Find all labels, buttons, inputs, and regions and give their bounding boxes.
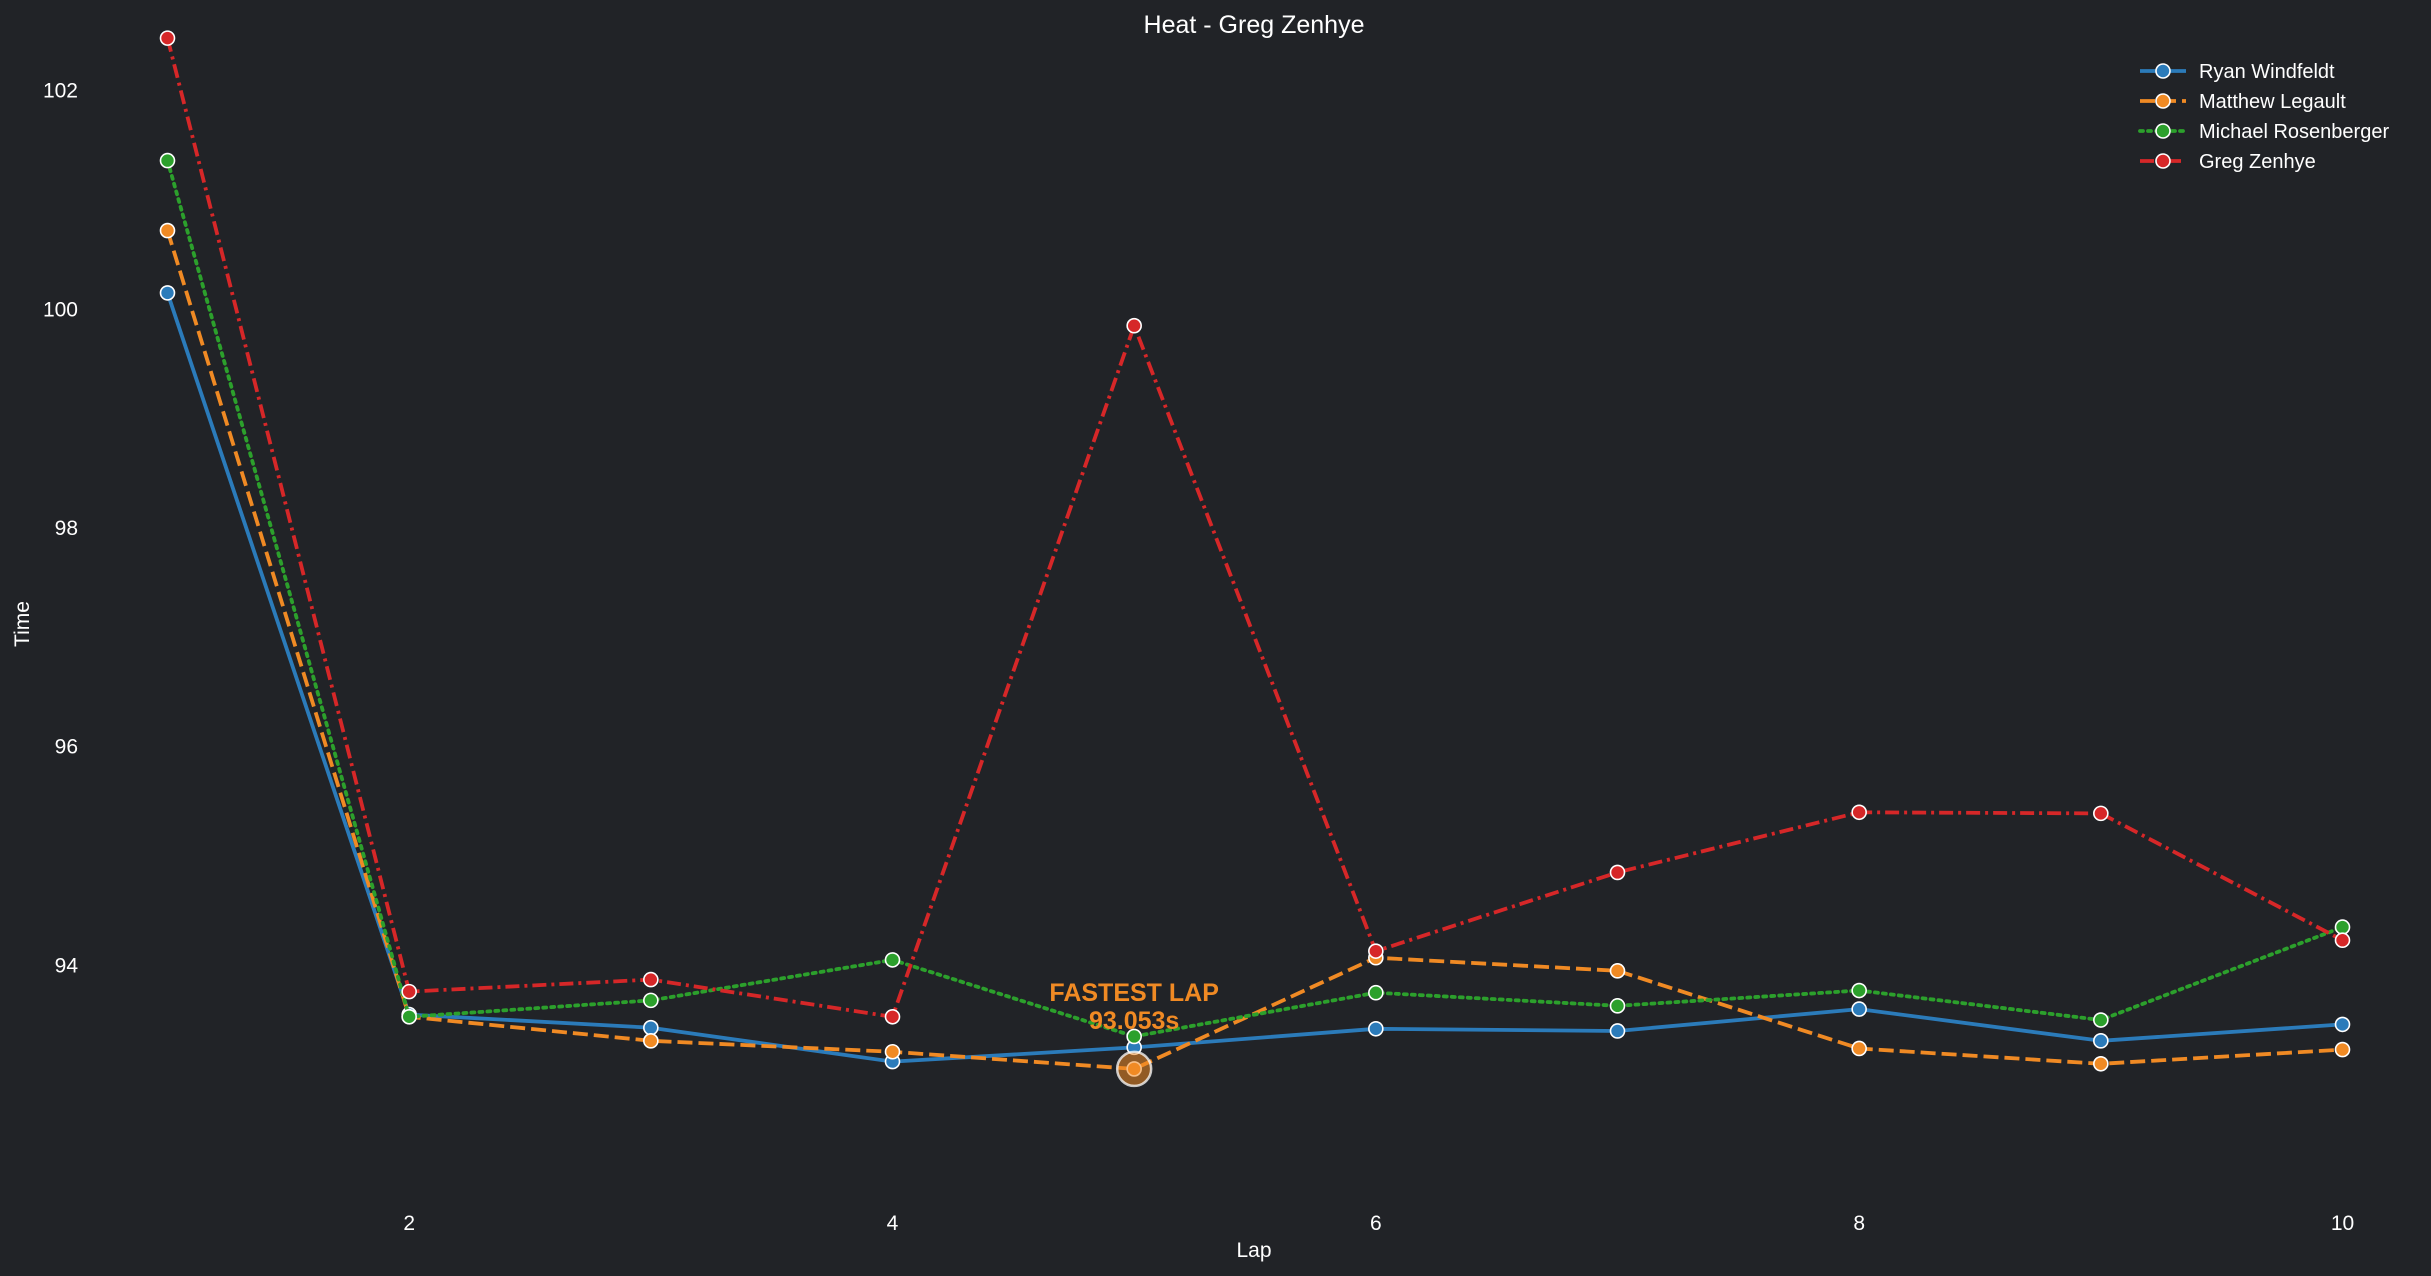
y-tick-label: 98 [55,517,78,540]
series-2 [159,152,2351,1045]
data-point [1851,804,1867,821]
y-tick-label: 100 [43,298,78,321]
data-point [884,1008,901,1025]
data-point [1609,1023,1626,1039]
data-point [2334,1041,2351,1058]
legend-marker [2155,93,2171,109]
y-axis-title: Time [11,601,34,647]
legend-marker [2155,123,2171,139]
data-point [643,1019,659,1036]
x-tick-label: 4 [887,1212,899,1235]
x-tick-label: 8 [1853,1212,1865,1235]
legend: Ryan Windfeldt Matthew Legault Michael Ros… [2138,61,2389,173]
x-tick-label: 2 [403,1212,415,1235]
series-3 [159,30,2351,1025]
data-point [2334,919,2351,935]
data-point [2334,1016,2351,1033]
data-point [1609,864,1626,881]
y-tick-label: 96 [55,736,78,759]
legend-label: Ryan Windfeldt [2199,61,2335,83]
legend-marker [2155,63,2171,79]
data-point [643,1033,659,1049]
data-point [1851,982,1867,999]
data-point [1609,963,1626,979]
legend-label: Greg Zenhye [2199,151,2316,173]
data-point [2334,932,2351,949]
legend-item: Michael Rosenberger [2138,121,2389,143]
fastest-lap-label: FASTEST LAP [1049,979,1218,1007]
data-point [1609,998,1626,1014]
legend-label: Matthew Legault [2199,91,2346,113]
data-point [1126,317,1142,334]
legend-item: Greg Zenhye [2140,151,2316,173]
data-point [1851,1001,1867,1017]
series-line [165,158,2345,1039]
x-tick-label: 10 [2331,1212,2354,1235]
data-point [2093,1033,2109,1049]
data-point [643,992,659,1009]
series-line [165,37,2344,1019]
x-axis-title: Lap [1236,1239,1271,1262]
y-tick-labels: 94 96 98 100 102 [43,80,78,978]
data-point [1851,1040,1867,1057]
y-tick-label: 94 [55,954,79,977]
data-point [401,983,417,1000]
x-tick-labels: 2 4 6 8 10 [403,1212,2354,1235]
y-tick-label: 102 [43,80,78,103]
legend-label: Michael Rosenberger [2199,121,2389,143]
data-point [884,952,901,968]
data-point [401,1008,417,1025]
fastest-lap-time: 93.053s [1089,1007,1179,1035]
data-point [1126,1028,1142,1045]
legend-item: Matthew Legault [2140,91,2346,113]
data-point [2093,1012,2109,1028]
data-point [1368,984,1384,1001]
fastest-lap-marker [1115,1050,1153,1088]
x-tick-label: 6 [1370,1212,1382,1235]
data-point [159,222,176,239]
data-point [1368,1020,1384,1037]
chart-title: Heat - Greg Zenhye [1144,11,1365,39]
data-point [159,30,176,46]
data-point [2093,805,2109,822]
legend-marker [2155,153,2171,169]
series-lines [159,30,2351,1077]
series-line [165,292,2343,1064]
data-point [884,1043,901,1060]
legend-item: Ryan Windfeldt [2140,61,2335,83]
data-point [159,152,176,169]
data-point [643,971,659,988]
data-point [1368,943,1384,959]
data-point [159,285,176,301]
data-point [2093,1055,2109,1072]
